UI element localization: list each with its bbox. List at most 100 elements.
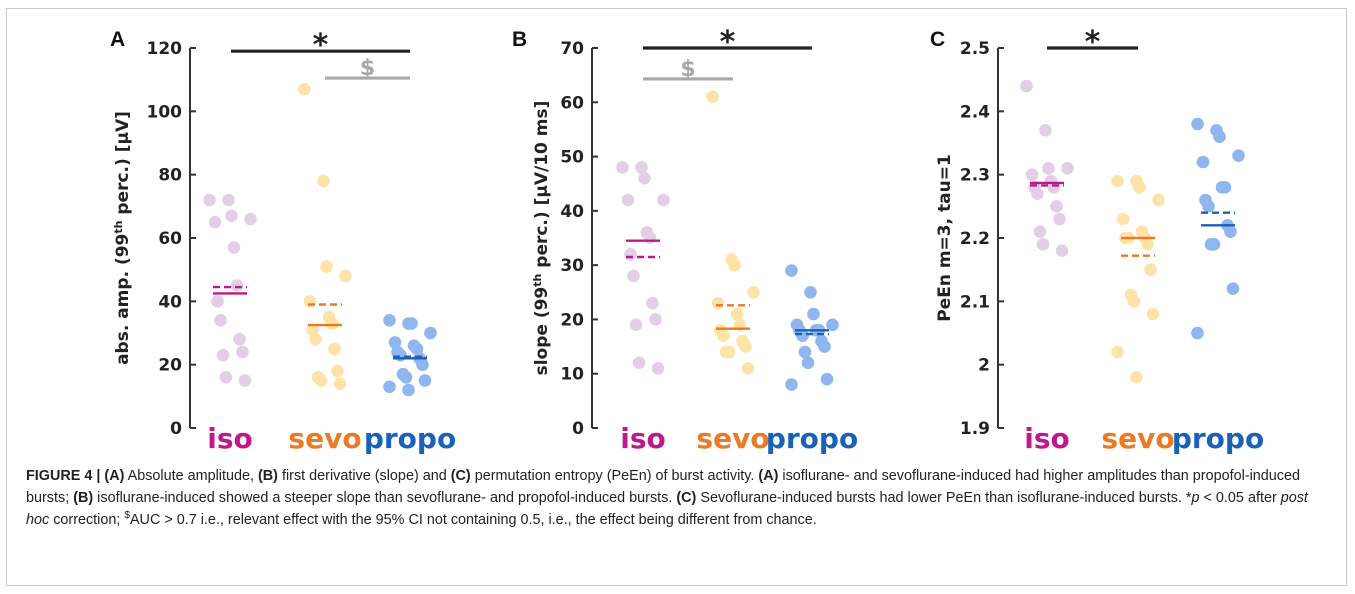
significance-symbol: $ — [680, 57, 695, 82]
data-point — [1152, 193, 1165, 207]
caption-run: < 0.05 after — [1199, 490, 1281, 506]
data-point — [1130, 371, 1143, 384]
caption-run: Absolute amplitude, — [124, 468, 258, 484]
data-point — [388, 336, 402, 349]
caption-run: (A) — [758, 468, 779, 484]
data-point — [635, 161, 648, 174]
panel-label: A — [110, 28, 125, 51]
y-tick-label: 20 — [560, 310, 584, 330]
data-point — [1050, 200, 1063, 213]
category-label: propo — [1172, 422, 1264, 455]
caption-run: $ — [124, 510, 130, 522]
y-tick-label: 40 — [158, 292, 182, 312]
data-point — [1141, 238, 1154, 251]
data-point — [1042, 162, 1055, 175]
data-point — [747, 285, 760, 299]
data-point — [616, 161, 629, 174]
data-point — [1226, 282, 1240, 295]
data-point — [785, 378, 798, 391]
category-label: propo — [766, 422, 858, 455]
data-point — [339, 269, 352, 283]
data-point — [1224, 225, 1237, 238]
caption-body: (A) Absolute amplitude, (B) first deriva… — [26, 468, 1308, 528]
caption-run: isoflurane- and sevoflurane-induced had … — [26, 468, 1300, 506]
y-tick-label: 50 — [560, 148, 584, 168]
y-tick-label: 2.4 — [960, 102, 990, 122]
caption-run: Sevoflurane-induced bursts had lower PeE… — [696, 490, 1192, 506]
data-point — [1191, 326, 1204, 340]
category-label: iso — [620, 422, 666, 455]
data-point — [208, 215, 222, 229]
panel-label: C — [930, 28, 945, 51]
y-tick-label: 60 — [158, 229, 182, 249]
y-tick-label: 40 — [560, 202, 584, 222]
data-point — [303, 295, 317, 308]
category-label: sevo — [696, 422, 769, 455]
figure-frame — [6, 8, 1347, 586]
y-axis-label-part: perc.) [µV/10 ms] — [532, 101, 552, 274]
significance-symbol: * — [720, 25, 736, 60]
data-point — [1111, 345, 1124, 359]
caption-run: p — [1191, 490, 1200, 506]
data-point — [416, 358, 429, 371]
data-point — [1146, 307, 1160, 321]
caption-run: correction; — [49, 512, 125, 528]
data-point — [238, 374, 252, 387]
panel-b: B 0 10 20 30 40 50 60 70 slope (99th perc.) [µV/1… — [512, 25, 858, 455]
data-point — [1039, 124, 1052, 137]
data-point — [383, 314, 396, 327]
category-label: sevo — [1101, 422, 1174, 455]
data-point — [711, 296, 725, 310]
data-point — [741, 361, 755, 375]
y-axis-label: slope (99th perc.) [µV/10 ms] — [531, 101, 552, 376]
y-axis-label-part: th — [112, 221, 125, 234]
y-tick-label: 0 — [572, 419, 584, 439]
data-point — [722, 345, 736, 359]
category-label: propo — [364, 422, 456, 455]
data-point — [1036, 238, 1050, 251]
data-point — [394, 348, 407, 362]
y-tick-label: 60 — [560, 93, 584, 113]
caption-run: AUC > 0.7 i.e., relevant effect with the… — [129, 512, 817, 528]
y-axis-label: PeEn m=3, tau=1 — [935, 154, 955, 322]
caption-label: FIGURE 4 | — [26, 468, 101, 484]
y-tick-label: 10 — [560, 365, 584, 385]
y-tick-label: 2.1 — [960, 292, 990, 312]
data-point — [203, 193, 216, 207]
data-point — [222, 193, 235, 207]
data-point — [227, 241, 241, 254]
data-point — [410, 342, 424, 356]
data-point — [785, 264, 798, 277]
category-label: iso — [1024, 422, 1070, 455]
significance-symbol: * — [1085, 25, 1101, 60]
y-axis-label-part: th — [531, 274, 544, 287]
y-axis-label-part: slope (99 — [532, 287, 552, 376]
caption-run: (C) — [676, 490, 697, 506]
caption-run: isoflurane-induced showed a steeper slop… — [93, 490, 677, 506]
data-point — [629, 318, 643, 332]
data-point — [1133, 181, 1146, 194]
data-point — [632, 356, 646, 370]
data-point — [1218, 181, 1232, 194]
data-point — [657, 193, 670, 207]
data-point — [1191, 117, 1204, 131]
data-point — [1020, 79, 1033, 93]
y-tick-label: 2.2 — [960, 229, 990, 249]
data-point — [717, 329, 730, 343]
category-label: iso — [207, 422, 253, 455]
data-point — [331, 364, 344, 378]
y-tick-label: 0 — [170, 419, 182, 439]
data-point — [1196, 155, 1210, 169]
data-point — [621, 193, 635, 207]
figure-caption: FIGURE 4 | (A) Absolute amplitude, (B) f… — [26, 465, 1331, 531]
panel-c: C 1.9 2 2.1 2.2 2.3 2.4 2.5 PeEn m=3, tau=1 * iso s… — [930, 25, 1264, 455]
data-point — [424, 326, 437, 340]
data-point — [1047, 181, 1061, 194]
data-point — [706, 90, 719, 104]
data-point — [1127, 295, 1141, 308]
data-point — [646, 296, 659, 310]
data-point — [244, 212, 257, 226]
data-point — [807, 307, 820, 321]
